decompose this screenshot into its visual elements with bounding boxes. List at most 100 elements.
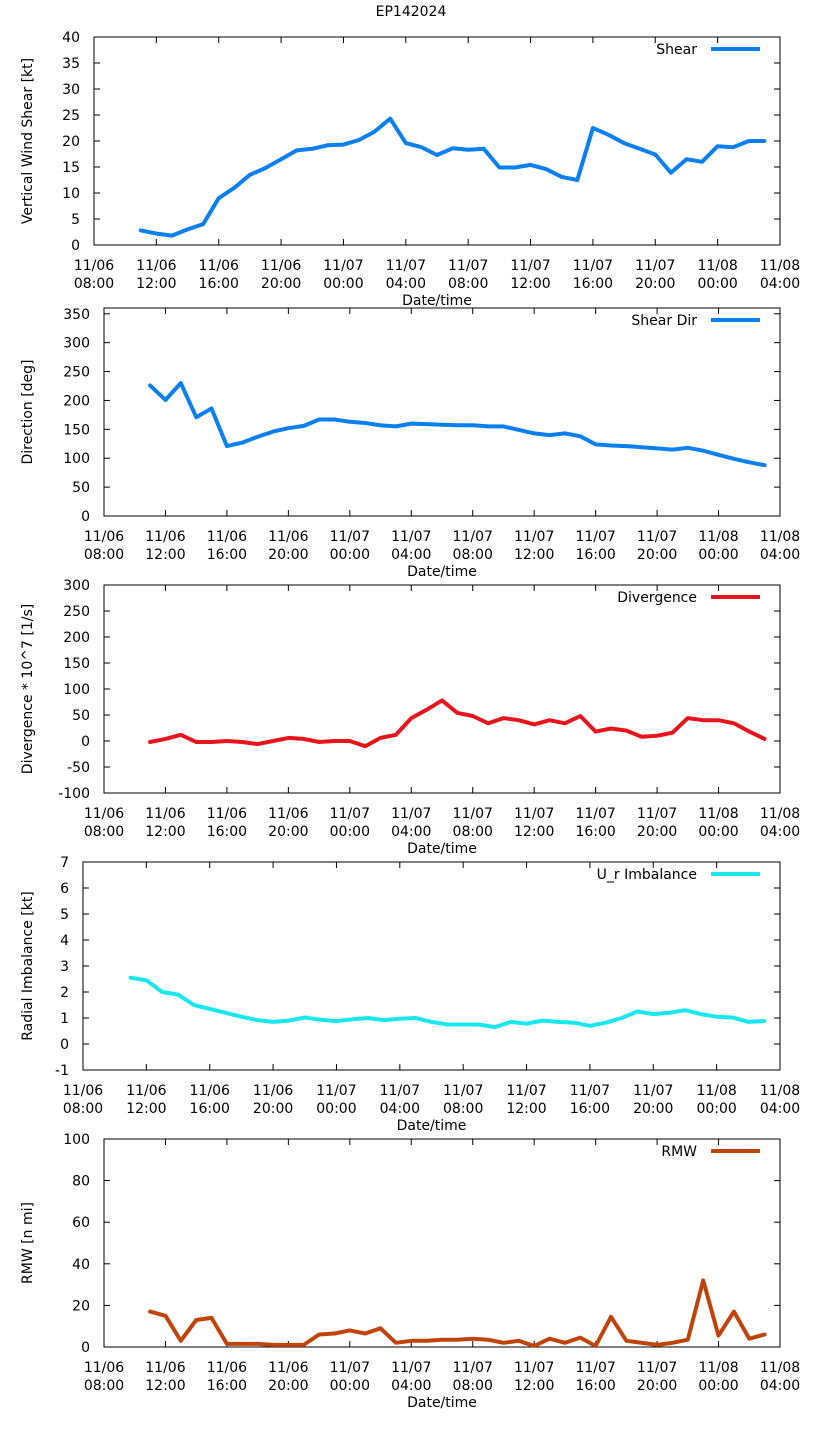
y-tick-label: 4 — [60, 933, 69, 949]
x-tick-label-date: 11/07 — [635, 258, 675, 274]
x-tick-label-date: 11/07 — [510, 258, 550, 274]
y-tick-label: 0 — [71, 238, 80, 254]
x-tick-label-time: 00:00 — [323, 276, 363, 292]
legend-label: Shear — [656, 42, 697, 58]
x-tick-label-date: 11/07 — [453, 529, 493, 545]
x-tick-label-date: 11/07 — [575, 529, 615, 545]
x-axis-label: Date/time — [407, 1395, 477, 1411]
x-tick-label-time: 16:00 — [575, 547, 615, 563]
x-tick-label-date: 11/08 — [696, 1083, 736, 1099]
legend: RMW — [661, 1144, 760, 1160]
x-tick-label-time: 20:00 — [268, 547, 308, 563]
y-tick-label: 200 — [63, 630, 90, 646]
y-tick-label: 5 — [71, 212, 80, 228]
x-tick-label-date: 11/07 — [633, 1083, 673, 1099]
x-tick-label-time: 04:00 — [386, 276, 426, 292]
x-tick-label-time: 00:00 — [316, 1101, 356, 1117]
x-axis-label: Date/time — [407, 564, 477, 580]
x-tick-label-date: 11/07 — [391, 529, 431, 545]
x-tick-label-time: 04:00 — [760, 1378, 800, 1394]
y-tick-label: 40 — [72, 1257, 90, 1273]
x-tick-label-time: 00:00 — [696, 1101, 736, 1117]
x-tick-label-date: 11/06 — [261, 258, 301, 274]
x-tick-label-date: 11/06 — [74, 258, 114, 274]
legend-label: Shear Dir — [631, 313, 697, 329]
x-tick-label-date: 11/07 — [453, 1360, 493, 1376]
x-tick-label-date: 11/07 — [637, 529, 677, 545]
y-tick-label: 100 — [63, 451, 90, 467]
x-tick-label-date: 11/07 — [391, 1360, 431, 1376]
x-tick-label-date: 11/07 — [453, 806, 493, 822]
x-tick-label-date: 11/07 — [506, 1083, 546, 1099]
y-tick-label: 1 — [60, 1011, 69, 1027]
x-tick-label-date: 11/08 — [760, 806, 800, 822]
x-tick-label-date: 11/08 — [698, 806, 738, 822]
chart-panel-1: 0 5 10 15 20 25 30 35 40 11/06 08:00 11/06 12:00 11/0… — [20, 30, 800, 309]
x-tick-label-time: 08:00 — [74, 276, 114, 292]
series-line-u-r-imbalance — [128, 975, 767, 1030]
x-tick-label-time: 12:00 — [136, 276, 176, 292]
plot-frame — [82, 861, 781, 1071]
x-tick-label-time: 00:00 — [698, 824, 738, 840]
x-tick-label-time: 16:00 — [207, 824, 247, 840]
chart-panel-2: 0 50 100 150 200 250 300 350 11/06 08:00 11/06 12:0… — [20, 307, 800, 580]
x-tick-label-time: 16:00 — [570, 1101, 610, 1117]
x-tick-label-date: 11/06 — [84, 529, 124, 545]
x-tick-label-date: 11/07 — [448, 258, 488, 274]
y-tick-label: 300 — [63, 578, 90, 594]
x-tick-label-time: 12:00 — [506, 1101, 546, 1117]
y-tick-label: 7 — [60, 855, 69, 871]
x-tick-label-date: 11/06 — [207, 1360, 247, 1376]
x-tick-label-date: 11/08 — [698, 529, 738, 545]
x-tick-label-date: 11/06 — [84, 806, 124, 822]
chart-panel-5: 0 20 40 60 80 100 11/06 08:00 11/06 12:00 11/06 16:… — [20, 1132, 800, 1411]
x-tick-label-date: 11/06 — [84, 1360, 124, 1376]
x-tick-label-date: 11/07 — [386, 258, 426, 274]
y-tick-label: 200 — [63, 393, 90, 409]
y-tick-label: 6 — [60, 881, 69, 897]
x-tick-label-date: 11/07 — [575, 806, 615, 822]
y-axis-label: Divergence * 10^7 [1/s] — [20, 604, 36, 774]
x-tick-label-time: 20:00 — [268, 1378, 308, 1394]
x-tick-label-time: 08:00 — [453, 547, 493, 563]
x-tick-label-time: 20:00 — [261, 276, 301, 292]
x-tick-label-time: 04:00 — [380, 1101, 420, 1117]
plot-frame — [103, 584, 781, 794]
x-tick-label-time: 08:00 — [84, 1378, 124, 1394]
x-tick-label-time: 12:00 — [145, 1378, 185, 1394]
x-tick-label-time: 08:00 — [448, 276, 488, 292]
x-tick-label-time: 16:00 — [575, 824, 615, 840]
y-tick-label: 40 — [62, 30, 80, 46]
y-tick-label: 15 — [62, 160, 80, 176]
x-tick-label-date: 11/08 — [760, 529, 800, 545]
y-tick-label: 20 — [72, 1298, 90, 1314]
x-tick-label-time: 04:00 — [760, 276, 800, 292]
y-tick-label: -1 — [55, 1063, 69, 1079]
series-line-shear — [138, 116, 767, 238]
chart-panel-3: -100 -50 0 50 100 150 200 250 300 11/06 08:00 11/06… — [20, 578, 800, 857]
x-tick-label-date: 11/06 — [136, 258, 176, 274]
x-tick-label-date: 11/08 — [760, 1083, 800, 1099]
x-tick-label-time: 08:00 — [453, 1378, 493, 1394]
x-axis-label: Date/time — [397, 1118, 467, 1134]
x-tick-label-time: 20:00 — [637, 824, 677, 840]
y-tick-label: -50 — [67, 760, 90, 776]
x-tick-label-date: 11/07 — [323, 258, 363, 274]
x-tick-label-date: 11/06 — [199, 258, 239, 274]
y-tick-label: 100 — [63, 1132, 90, 1148]
x-tick-label-date: 11/07 — [330, 806, 370, 822]
x-tick-label-date: 11/07 — [637, 1360, 677, 1376]
legend: U_r Imbalance — [597, 867, 760, 883]
x-tick-label-date: 11/07 — [514, 529, 554, 545]
x-tick-label-time: 00:00 — [330, 824, 370, 840]
x-tick-label-time: 12:00 — [145, 824, 185, 840]
x-tick-label-time: 20:00 — [268, 824, 308, 840]
x-tick-label-time: 20:00 — [635, 276, 675, 292]
x-tick-label-time: 12:00 — [145, 547, 185, 563]
x-tick-label-time: 12:00 — [510, 276, 550, 292]
x-tick-label-date: 11/07 — [391, 806, 431, 822]
plot-frame — [93, 36, 781, 246]
y-tick-label: 25 — [62, 108, 80, 124]
x-tick-label-date: 11/07 — [570, 1083, 610, 1099]
x-tick-label-date: 11/06 — [268, 529, 308, 545]
